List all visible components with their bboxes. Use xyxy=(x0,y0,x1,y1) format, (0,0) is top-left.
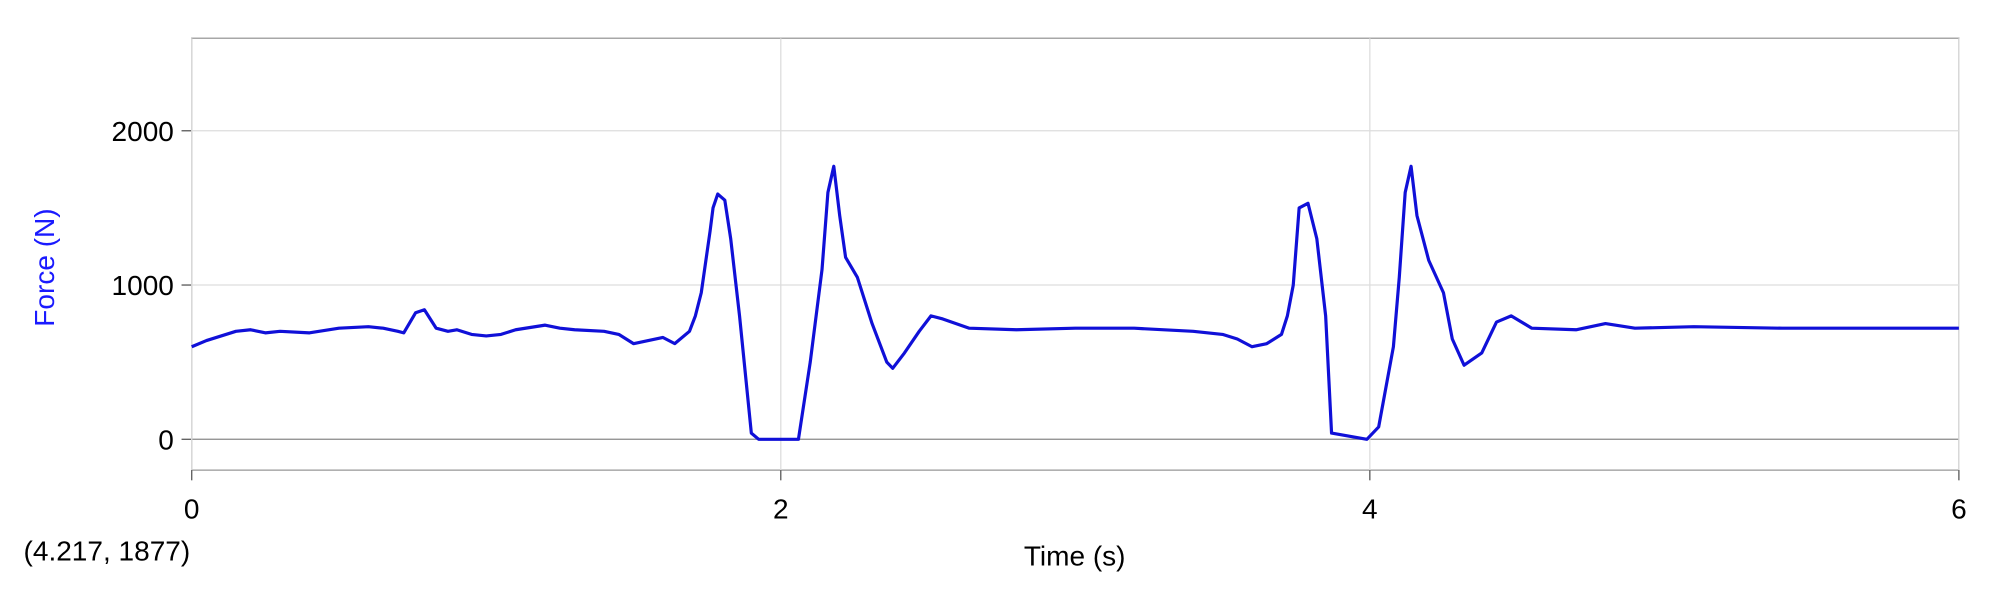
y-tick-label: 2000 xyxy=(112,116,174,147)
y-tick-label: 1000 xyxy=(112,270,174,301)
x-tick-label: 0 xyxy=(184,494,200,525)
plot-frame xyxy=(191,37,1960,471)
x-axis-label: Time (s) xyxy=(1024,541,1126,572)
x-tick-label: 6 xyxy=(1951,494,1967,525)
annotation: (4.217, 1877) xyxy=(24,536,191,567)
y-axis-label: Force (N) xyxy=(29,208,60,326)
y-tick-label: 0 xyxy=(158,424,174,455)
x-tick-label: 4 xyxy=(1362,494,1378,525)
x-tick-label: 2 xyxy=(773,494,789,525)
data-line xyxy=(191,164,1959,441)
